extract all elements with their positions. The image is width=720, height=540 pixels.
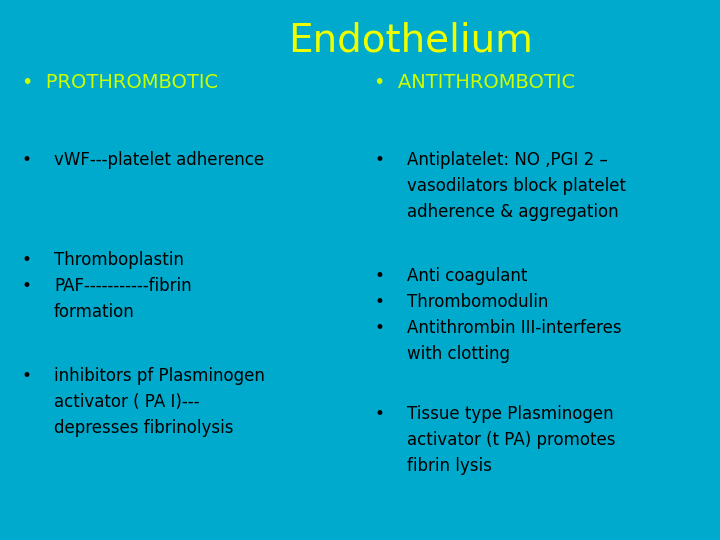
Text: activator (t PA) promotes: activator (t PA) promotes (407, 431, 616, 449)
Text: •: • (374, 267, 384, 285)
Text: fibrin lysis: fibrin lysis (407, 457, 492, 475)
Text: Antithrombin III-interferes: Antithrombin III-interferes (407, 319, 621, 337)
Text: •  PROTHROMBOTIC: • PROTHROMBOTIC (22, 73, 217, 92)
Text: •: • (374, 151, 384, 169)
Text: Endothelium: Endothelium (288, 22, 533, 59)
Text: activator ( PA I)---: activator ( PA I)--- (54, 393, 199, 411)
Text: formation: formation (54, 303, 135, 321)
Text: vWF---platelet adherence: vWF---platelet adherence (54, 151, 264, 169)
Text: Thrombomodulin: Thrombomodulin (407, 293, 548, 311)
Text: PAF-----------fibrin: PAF-----------fibrin (54, 277, 192, 295)
Text: •: • (374, 293, 384, 311)
Text: depresses fibrinolysis: depresses fibrinolysis (54, 419, 233, 437)
Text: •  ANTITHROMBOTIC: • ANTITHROMBOTIC (374, 73, 575, 92)
Text: •: • (374, 319, 384, 337)
Text: •: • (374, 405, 384, 423)
Text: vasodilators block platelet: vasodilators block platelet (407, 177, 626, 195)
Text: adherence & aggregation: adherence & aggregation (407, 203, 618, 221)
Text: •: • (22, 367, 32, 385)
Text: •: • (22, 151, 32, 169)
Text: inhibitors pf Plasminogen: inhibitors pf Plasminogen (54, 367, 265, 385)
Text: Anti coagulant: Anti coagulant (407, 267, 527, 285)
Text: Tissue type Plasminogen: Tissue type Plasminogen (407, 405, 613, 423)
Text: •: • (22, 277, 32, 295)
Text: •: • (22, 251, 32, 269)
Text: Thromboplastin: Thromboplastin (54, 251, 184, 269)
Text: Antiplatelet: NO ,PGI 2 –: Antiplatelet: NO ,PGI 2 – (407, 151, 608, 169)
Text: with clotting: with clotting (407, 345, 510, 363)
